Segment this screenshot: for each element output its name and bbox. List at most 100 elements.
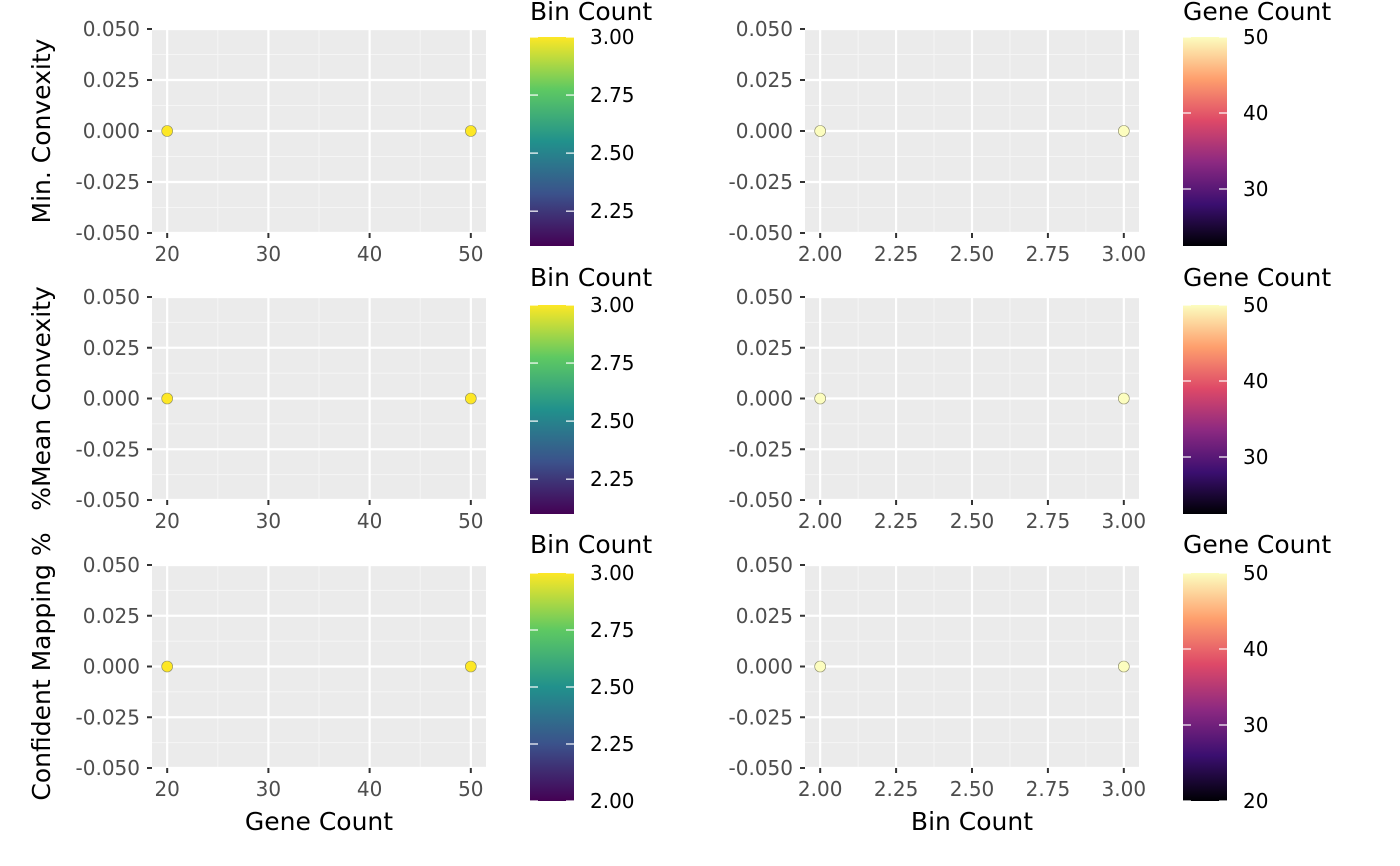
x-tick-label: 2.25 xyxy=(874,777,919,801)
x-tick-label: 40 xyxy=(357,509,382,533)
legend-tick-label: 3.00 xyxy=(590,293,635,317)
y-tick-label: -0.050 xyxy=(729,488,793,512)
colorbar-legend: Gene Count 30 40 50 xyxy=(1183,0,1331,246)
y-tick-label: -0.050 xyxy=(729,221,793,245)
legend-tick-label: 40 xyxy=(1243,369,1268,393)
x-tick-label: 2.50 xyxy=(950,242,995,266)
legend-title: Bin Count xyxy=(530,263,652,292)
x-tick-label: 2.75 xyxy=(1026,509,1071,533)
data-point xyxy=(465,660,477,673)
x-tick-label: 50 xyxy=(458,242,483,266)
y-tick-label: 0.000 xyxy=(83,655,140,679)
legend-tick-label: 2.75 xyxy=(590,83,635,107)
colorbar-legend: Gene Count 30 40 50 xyxy=(1183,263,1331,514)
legend-tick-label: 2.75 xyxy=(590,618,635,642)
y-tick-label: -0.050 xyxy=(76,488,140,512)
y-tick-label: 0.000 xyxy=(83,387,140,411)
legend-tick-label: 2.25 xyxy=(590,199,635,223)
legend-tick-label: 2.50 xyxy=(590,675,635,699)
data-point xyxy=(1118,125,1130,137)
legend-tick-label: 30 xyxy=(1243,713,1268,737)
legend-tick-label: 30 xyxy=(1243,445,1268,469)
x-tick-label: 20 xyxy=(154,509,179,533)
y-tick-label: 0.025 xyxy=(83,604,140,628)
y-tick-label: 0.000 xyxy=(736,119,793,143)
y-tick-label: 0.025 xyxy=(736,604,793,628)
y-tick-label: 0.025 xyxy=(83,68,140,92)
legend-title: Gene Count xyxy=(1183,263,1331,292)
legend-tick-label: 40 xyxy=(1243,637,1268,661)
y-tick-label: 0.025 xyxy=(83,336,140,360)
x-tick-label: 2.50 xyxy=(950,509,995,533)
x-tick-label: 2.75 xyxy=(1026,242,1071,266)
x-tick-label: 3.00 xyxy=(1102,509,1147,533)
y-tick-label: -0.050 xyxy=(76,756,140,780)
scatter-panel-1: 20 30 40 50 -0.050 -0.025 0.000 0.025 0.050 Min. … xyxy=(27,0,652,266)
legend-tick-label: 50 xyxy=(1243,25,1268,49)
y-tick-label: 0.050 xyxy=(83,17,140,41)
y-axis-title: Min. Convexity xyxy=(27,38,56,223)
data-point xyxy=(161,392,173,405)
y-tick-label: 0.050 xyxy=(83,285,140,309)
x-tick-label: 2.00 xyxy=(798,777,843,801)
y-tick-label: -0.050 xyxy=(76,221,140,245)
data-point xyxy=(1118,392,1130,405)
data-point xyxy=(1118,660,1130,673)
y-tick-label: 0.050 xyxy=(736,17,793,41)
x-tick-label: 50 xyxy=(458,509,483,533)
data-point xyxy=(161,660,173,673)
y-tick-label: 0.025 xyxy=(736,68,793,92)
x-tick-label: 50 xyxy=(458,777,483,801)
scatter-panel-5: 20 30 40 50 -0.050 -0.025 0.000 0.025 0.050 Confi… xyxy=(27,530,652,836)
scatter-panel-3: 20 30 40 50 -0.050 -0.025 0.000 0.025 0.050 %Mean… xyxy=(27,263,652,533)
x-tick-label: 3.00 xyxy=(1102,242,1147,266)
legend-tick-label: 2.00 xyxy=(590,789,635,813)
data-point xyxy=(465,392,477,405)
y-tick-label: -0.050 xyxy=(729,756,793,780)
x-tick-label: 30 xyxy=(256,242,281,266)
legend-tick-label: 2.75 xyxy=(590,351,635,375)
y-tick-label: 0.000 xyxy=(736,387,793,411)
legend-tick-label: 40 xyxy=(1243,101,1268,125)
x-tick-label: 40 xyxy=(357,242,382,266)
x-tick-label: 20 xyxy=(154,777,179,801)
legend-tick-label: 2.25 xyxy=(590,467,635,491)
x-tick-label: 20 xyxy=(154,242,179,266)
legend-title: Bin Count xyxy=(530,0,652,26)
legend-tick-label: 30 xyxy=(1243,177,1268,201)
data-point xyxy=(465,125,477,137)
legend-tick-label: 20 xyxy=(1243,789,1268,813)
x-axis-title: Bin Count xyxy=(911,807,1033,836)
y-tick-label: 0.000 xyxy=(736,655,793,679)
y-tick-label: -0.025 xyxy=(76,437,140,461)
x-tick-label: 2.00 xyxy=(798,509,843,533)
x-tick-label: 2.00 xyxy=(798,242,843,266)
colorbar-legend: Bin Count 2.00 2.25 2.50 2.75 3.00 xyxy=(530,530,652,813)
legend-tick-label: 2.50 xyxy=(590,141,635,165)
x-axis-title: Gene Count xyxy=(245,807,393,836)
legend-tick-label: 2.50 xyxy=(590,409,635,433)
y-tick-label: -0.025 xyxy=(76,705,140,729)
scatter-panel-6: 2.00 2.25 2.50 2.75 3.00 -0.050 -0.025 0.000 0.0… xyxy=(729,530,1332,836)
x-tick-label: 30 xyxy=(256,777,281,801)
x-tick-label: 2.75 xyxy=(1026,777,1071,801)
legend-tick-label: 50 xyxy=(1243,293,1268,317)
y-tick-label: -0.025 xyxy=(729,705,793,729)
y-tick-label: 0.050 xyxy=(736,553,793,577)
x-tick-label: 2.25 xyxy=(874,509,919,533)
y-tick-label: 0.025 xyxy=(736,336,793,360)
legend-title: Gene Count xyxy=(1183,530,1331,559)
legend-title: Bin Count xyxy=(530,530,652,559)
y-tick-label: 0.050 xyxy=(736,285,793,309)
x-tick-label: 2.50 xyxy=(950,777,995,801)
y-tick-label: -0.025 xyxy=(729,170,793,194)
legend-tick-label: 50 xyxy=(1243,561,1268,585)
y-axis-title: %Mean Convexity xyxy=(27,286,56,511)
y-tick-label: -0.025 xyxy=(76,170,140,194)
legend-tick-label: 3.00 xyxy=(590,25,635,49)
data-point xyxy=(814,392,826,405)
scatter-panel-2: 2.00 2.25 2.50 2.75 3.00 -0.050 -0.025 0.000 0.0… xyxy=(729,0,1332,266)
colorbar-legend: Bin Count 2.25 2.50 2.75 3.00 xyxy=(530,263,652,514)
y-tick-label: -0.025 xyxy=(729,437,793,461)
